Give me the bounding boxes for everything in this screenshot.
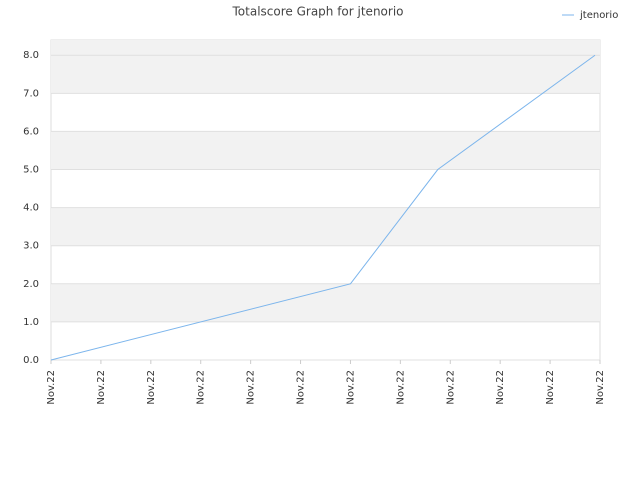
grid-band [51, 283, 600, 322]
y-tick-label: 8.0 [23, 50, 39, 61]
grid-band [51, 40, 600, 56]
grid-band [51, 131, 600, 170]
x-tick-label: Nov.22 [146, 370, 157, 405]
y-tick-label: 2.0 [23, 279, 39, 290]
x-tick-label: Nov.22 [46, 370, 57, 405]
grid-band [51, 55, 600, 94]
y-tick-label: 6.0 [23, 126, 39, 137]
x-tick-label: Nov.22 [196, 370, 207, 405]
y-tick-label: 0.0 [23, 355, 39, 366]
x-tick-label: Nov.22 [246, 370, 257, 405]
x-tick-label: Nov.22 [395, 370, 406, 405]
x-tick-label: Nov.22 [345, 370, 356, 405]
y-tick-label: 3.0 [23, 241, 39, 252]
x-tick-label: Nov.22 [96, 370, 107, 405]
x-tick-label: Nov.22 [296, 370, 307, 405]
legend-label: jtenorio [579, 10, 618, 21]
y-tick-label: 4.0 [23, 203, 39, 214]
grid-band [51, 207, 600, 246]
x-tick-label: Nov.22 [495, 370, 506, 405]
y-tick-label: 1.0 [23, 317, 39, 328]
x-tick-label: Nov.22 [595, 370, 606, 405]
x-tick-label: Nov.22 [445, 370, 456, 405]
y-tick-label: 5.0 [23, 165, 39, 176]
y-tick-label: 7.0 [23, 88, 39, 99]
chart-title: Totalscore Graph for jtenorio [232, 5, 404, 19]
x-tick-label: Nov.22 [545, 370, 556, 405]
line-series [50, 54, 596, 361]
